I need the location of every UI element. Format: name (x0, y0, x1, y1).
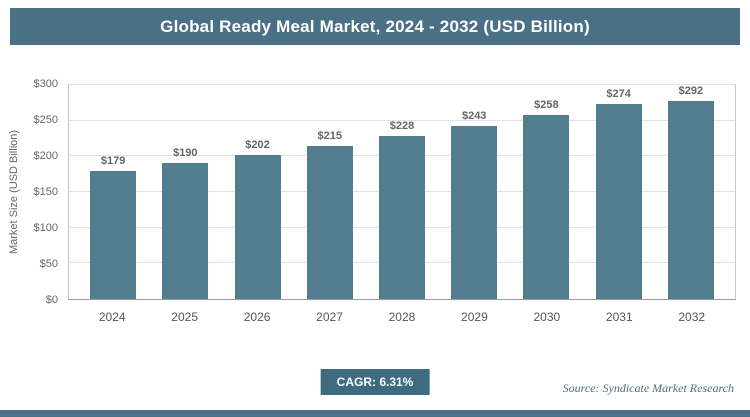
bar-cell: $258 (523, 85, 570, 299)
bars: $179 $190 $202 $215 $228 $243 $258 $274 $292 (69, 85, 735, 299)
x-tick-label: 2032 (678, 310, 706, 324)
bar-cell: $228 (378, 85, 425, 299)
bar-value-label: $274 (606, 87, 631, 100)
gridline (69, 84, 735, 85)
gridline (69, 119, 735, 121)
bar-value-label: $215 (317, 129, 342, 142)
bar-cell: $215 (306, 85, 353, 299)
y-tick-label: $50 (39, 258, 58, 271)
bar (667, 101, 714, 299)
x-tick-label: 2028 (388, 310, 416, 324)
bar-value-label: $228 (389, 120, 415, 133)
bar-cell: $292 (667, 85, 714, 299)
cagr-badge: CAGR: 6.31% (320, 369, 430, 395)
bar-value-label: $258 (534, 98, 559, 111)
bar-value-label: $202 (245, 138, 270, 151)
x-tick-label: 2029 (461, 310, 488, 324)
y-tick-label: $100 (33, 222, 58, 235)
x-tick-label: 2025 (171, 310, 198, 324)
y-tick-label: $200 (33, 150, 58, 163)
y-tick-label: $0 (45, 294, 58, 306)
plot-area: $179 $190 $202 $215 $228 $243 $258 $274 $292 (68, 84, 736, 300)
bar-value-label: $292 (678, 85, 704, 97)
bar-cell: $274 (595, 85, 642, 299)
bar-value-label: $243 (461, 109, 487, 122)
bottom-accent-strip (0, 410, 750, 417)
bar (90, 171, 137, 299)
bar-cell: $190 (162, 85, 209, 299)
y-tick-label: $300 (33, 78, 58, 90)
x-axis-labels: 2024 2025 2026 2027 2028 2029 2030 2031 2032 (68, 310, 736, 324)
bar-cell: $202 (234, 85, 281, 299)
bar (523, 114, 570, 299)
bar (162, 163, 209, 299)
bar (234, 154, 281, 299)
y-tick-label: $150 (33, 186, 58, 198)
x-tick-label: 2026 (243, 310, 271, 324)
source-attribution: Source: Syndicate Market Research (562, 381, 734, 395)
bar (595, 103, 642, 299)
chart-title-bar: Global Ready Meal Market, 2024 - 2032 (U… (10, 8, 740, 45)
bar-value-label: $190 (173, 147, 198, 160)
x-tick-label: 2030 (533, 310, 561, 324)
bar (451, 125, 498, 299)
x-tick-label: 2031 (605, 310, 633, 324)
y-tick-label: $250 (33, 114, 58, 126)
bar-value-label: $179 (100, 155, 126, 168)
chart-title: Global Ready Meal Market, 2024 - 2032 (U… (160, 16, 590, 36)
bar (378, 136, 425, 299)
bar (306, 145, 353, 299)
y-axis-ticks: $0 $50 $100 $150 $200 $250 $300 (0, 78, 62, 306)
bar-cell: $243 (451, 85, 498, 299)
x-tick-label: 2027 (316, 310, 343, 324)
x-tick-label: 2024 (98, 310, 126, 324)
bar-cell: $179 (90, 85, 137, 299)
